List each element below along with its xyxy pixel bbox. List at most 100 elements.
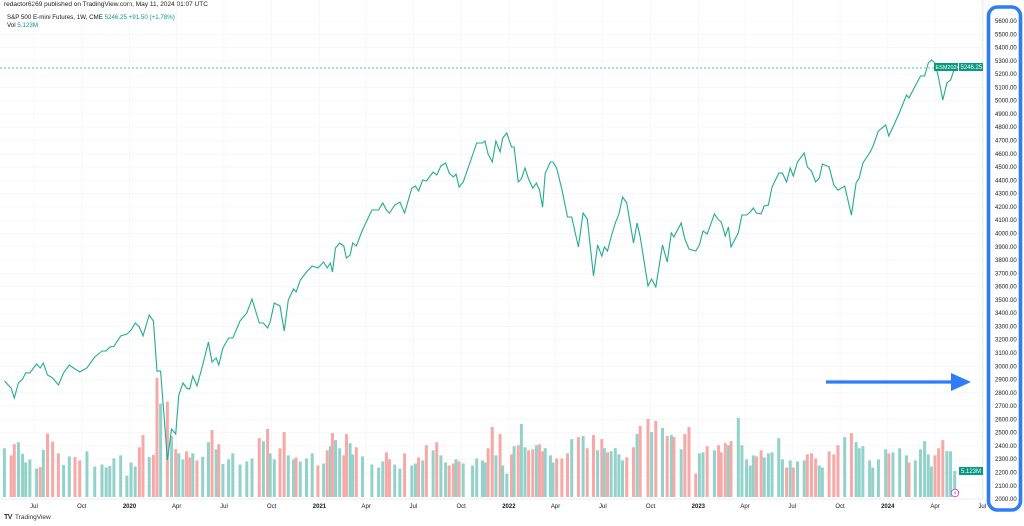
volume-bar bbox=[206, 442, 210, 497]
volume-bar bbox=[543, 448, 547, 497]
price-axis[interactable]: 2000.00 2100.00 2200.00 2300.00 2400.00 2500.… bbox=[995, 19, 1017, 503]
price-tick-label: 2300.00 bbox=[995, 457, 1017, 463]
volume-bar bbox=[261, 441, 265, 497]
volume-bar bbox=[435, 442, 439, 497]
volume-bar bbox=[904, 455, 908, 497]
price-tick-label: 3800.00 bbox=[995, 258, 1017, 264]
volume-bar bbox=[827, 451, 831, 497]
volume-bar bbox=[12, 444, 16, 497]
time-tick-label: 2022 bbox=[502, 504, 516, 510]
volume-bar bbox=[625, 457, 629, 497]
volume-bar bbox=[377, 467, 381, 497]
volume-bar bbox=[431, 450, 435, 497]
volume-bar bbox=[719, 452, 723, 497]
volume-bar bbox=[766, 453, 770, 497]
volume-bar bbox=[268, 453, 272, 497]
price-tick-label: 4500.00 bbox=[995, 165, 1017, 171]
volume-bar bbox=[231, 453, 235, 497]
footer[interactable]: TV TradingView bbox=[4, 514, 51, 521]
lightning-icon[interactable] bbox=[950, 488, 960, 498]
volume-bar bbox=[748, 465, 752, 497]
tradingview-logo: TV bbox=[4, 514, 12, 521]
volume-bar bbox=[672, 437, 676, 497]
volume-bar bbox=[354, 447, 358, 497]
volume-bar bbox=[898, 448, 902, 497]
legend-symbol-row[interactable]: S&P 500 E-mini Futures, 1W, CME 5246.25 … bbox=[7, 14, 175, 22]
volume-bar bbox=[585, 448, 589, 497]
volume-value: 5.123M bbox=[17, 22, 38, 29]
ticker-label: ESM2024 bbox=[936, 65, 960, 71]
volume-bar bbox=[490, 426, 494, 497]
volume-bar bbox=[740, 445, 744, 497]
volume-bar bbox=[112, 458, 116, 497]
volume-bar bbox=[133, 466, 137, 497]
volume-bar bbox=[505, 473, 509, 497]
volume-bar bbox=[361, 456, 365, 497]
volume-bar bbox=[151, 454, 155, 497]
time-tick-label: Oct bbox=[267, 504, 277, 510]
volume-bar bbox=[635, 434, 639, 497]
volume-bar bbox=[304, 458, 308, 497]
volume-bar bbox=[165, 401, 169, 497]
price-tick-label: 5000.00 bbox=[995, 99, 1017, 105]
volume-bar bbox=[177, 453, 181, 497]
volume-bar bbox=[257, 438, 261, 497]
volume-bar bbox=[723, 443, 727, 497]
volume-bar bbox=[125, 475, 129, 497]
price-tick-label: 5200.00 bbox=[995, 72, 1017, 78]
time-tick-label: Apr bbox=[361, 504, 370, 510]
volume-bar bbox=[424, 445, 428, 497]
price-tick-label: 3200.00 bbox=[995, 338, 1017, 344]
volume-bar bbox=[191, 453, 195, 497]
price-tick-label: 5600.00 bbox=[995, 19, 1017, 25]
volume-bar bbox=[534, 445, 538, 497]
volume-bar bbox=[41, 449, 45, 497]
volume-bar bbox=[201, 456, 205, 497]
volume-bar bbox=[245, 461, 249, 497]
volume-bar bbox=[9, 455, 13, 497]
volume-bar bbox=[217, 444, 221, 497]
volume-bar bbox=[454, 459, 458, 497]
price-tick-label: 4000.00 bbox=[995, 231, 1017, 237]
volume-bar bbox=[282, 432, 286, 497]
volume-bar bbox=[108, 466, 112, 497]
volume-bar bbox=[861, 446, 865, 497]
volume-bar bbox=[606, 452, 610, 497]
volume-bar bbox=[631, 447, 635, 497]
volume-bar bbox=[278, 448, 282, 497]
volume-bar bbox=[509, 454, 513, 497]
price-axis-outline bbox=[986, 5, 1023, 512]
volume-bar bbox=[185, 451, 189, 497]
volume-bar bbox=[250, 458, 254, 497]
price-tick-label: 3900.00 bbox=[995, 245, 1017, 251]
volume-bar bbox=[21, 453, 25, 497]
volume-bar bbox=[93, 466, 97, 497]
volume-bar bbox=[817, 465, 821, 497]
volume-bar bbox=[705, 446, 709, 497]
time-tick-label: Oct bbox=[835, 504, 845, 510]
volume-bar bbox=[913, 460, 917, 497]
volume-bar bbox=[661, 427, 665, 497]
price-tick-label: 4600.00 bbox=[995, 152, 1017, 158]
volume-bar bbox=[38, 467, 42, 497]
time-tick-label: Jul bbox=[220, 504, 228, 510]
time-axis[interactable]: Jul Oct 2020 Apr Jul Oct 2021 Apr Jul Oct 2022 Apr J… bbox=[30, 504, 986, 510]
price-tick-label: 3500.00 bbox=[995, 298, 1017, 304]
volume-bar bbox=[512, 446, 516, 497]
legend-volume-row[interactable]: Vol 5.123M bbox=[7, 22, 175, 30]
volume-bar bbox=[214, 449, 218, 497]
volume-bar bbox=[457, 461, 461, 497]
volume-bar bbox=[566, 453, 570, 497]
volume-bar bbox=[141, 435, 145, 497]
price-tick-label: 2200.00 bbox=[995, 471, 1017, 477]
volume-bar bbox=[155, 377, 159, 497]
volume-bar bbox=[621, 460, 625, 497]
volume-bar bbox=[777, 438, 781, 497]
ticker-price-label: ESM2024 5246.25 bbox=[934, 63, 983, 71]
volume-bar bbox=[461, 463, 465, 497]
price-tick-label: 2400.00 bbox=[995, 444, 1017, 450]
volume-bar bbox=[338, 448, 342, 497]
volume-bar bbox=[795, 461, 799, 497]
volume-bar bbox=[480, 460, 484, 497]
